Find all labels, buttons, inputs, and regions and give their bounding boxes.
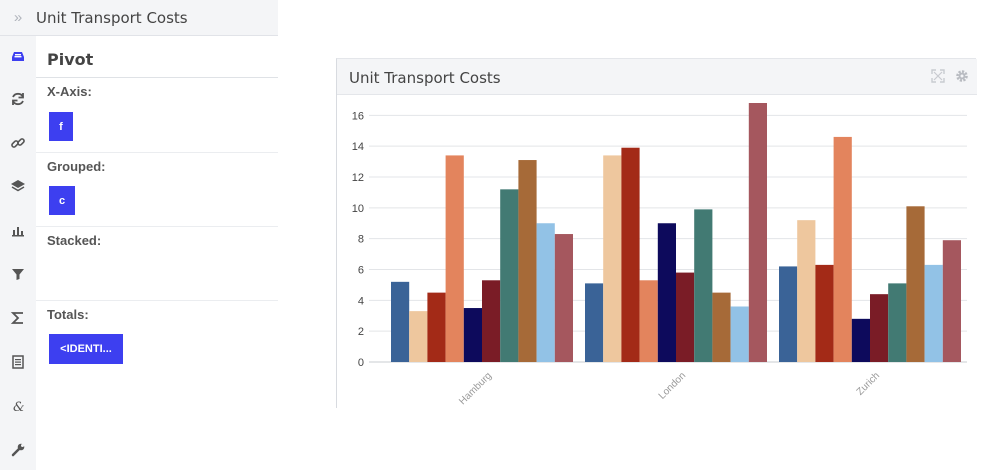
pivot-panel: Pivot X-Axis: f Grouped: c Stacked: Tota… <box>36 36 278 470</box>
y-tick-label: 2 <box>358 326 364 338</box>
y-tick-label: 6 <box>358 265 364 277</box>
bar <box>427 292 446 362</box>
app-title: Unit Transport Costs <box>36 8 188 27</box>
fullscreen-icon[interactable] <box>931 69 945 88</box>
layers-icon[interactable] <box>0 174 36 198</box>
gear-icon[interactable] <box>955 69 969 88</box>
bar <box>888 283 907 362</box>
bar-chart: 0 2 4 6 8 10 12 14 16 Hamburg London Zurich <box>352 103 967 407</box>
bar <box>924 264 943 362</box>
bar <box>518 160 537 362</box>
bar <box>409 311 428 362</box>
bar <box>712 292 731 362</box>
bar <box>585 283 604 362</box>
grouped-chip[interactable]: c <box>49 186 75 215</box>
divider <box>36 77 278 78</box>
pivot-title: Pivot <box>47 50 94 69</box>
stacked-section[interactable]: Stacked: <box>36 227 278 301</box>
inbox-tray-icon[interactable] <box>0 44 36 68</box>
bar <box>657 223 676 362</box>
y-tick-label: 4 <box>358 295 364 307</box>
x-tick-label: Hamburg <box>457 370 494 407</box>
bar <box>500 189 519 362</box>
bar <box>463 308 482 362</box>
document-icon[interactable] <box>0 350 36 374</box>
bar <box>621 147 640 362</box>
y-tick-label: 16 <box>352 110 364 122</box>
chart-card-header: Unit Transport Costs <box>337 59 977 95</box>
sidebar-icon-bar: & <box>0 36 36 470</box>
x-tick-label: London <box>657 370 688 401</box>
expand-chevrons-icon[interactable]: » <box>13 9 23 26</box>
totals-label: Totals: <box>47 307 89 322</box>
bar <box>815 264 834 362</box>
filter-icon[interactable] <box>0 262 36 286</box>
bar <box>536 223 555 362</box>
bar <box>730 306 749 362</box>
bar <box>870 294 889 362</box>
bar-chart-icon[interactable] <box>0 218 36 242</box>
bar <box>603 155 622 362</box>
y-tick-label: 14 <box>352 141 364 153</box>
bar <box>748 103 767 362</box>
bar <box>779 266 798 362</box>
ampersand-icon[interactable]: & <box>0 394 36 418</box>
bar <box>906 206 925 362</box>
x-axis-section: X-Axis: f <box>36 78 278 153</box>
bar <box>942 240 961 362</box>
bar <box>554 234 573 362</box>
y-tick-label: 12 <box>352 172 364 184</box>
x-axis-label: X-Axis: <box>47 84 92 99</box>
grouped-label: Grouped: <box>47 159 106 174</box>
grouped-section: Grouped: c <box>36 153 278 227</box>
y-tick-label: 0 <box>358 357 364 369</box>
chart-title: Unit Transport Costs <box>349 69 501 87</box>
bar <box>391 281 410 362</box>
bar <box>833 136 852 362</box>
bar <box>694 209 713 362</box>
bar <box>445 155 464 362</box>
link-icon[interactable] <box>0 131 36 155</box>
totals-section: Totals: <IDENTI... <box>36 301 278 381</box>
chart-card: Unit Transport Costs 0 2 4 6 8 10 12 14 16 Hambur… <box>336 58 977 408</box>
bar <box>851 318 870 362</box>
svg-text:&: & <box>13 400 25 414</box>
x-axis-chip[interactable]: f <box>49 112 73 141</box>
refresh-icon[interactable] <box>0 87 36 111</box>
wrench-icon[interactable] <box>0 438 36 462</box>
bar <box>676 272 695 362</box>
totals-chip[interactable]: <IDENTI... <box>49 334 123 364</box>
x-tick-label: Zurich <box>855 370 882 397</box>
bar <box>639 280 658 362</box>
bar <box>797 220 816 362</box>
top-bar: » Unit Transport Costs <box>0 0 278 36</box>
bar <box>482 280 501 362</box>
stacked-label: Stacked: <box>47 233 102 248</box>
y-tick-label: 8 <box>358 234 364 246</box>
sigma-icon[interactable] <box>0 306 36 330</box>
y-tick-label: 10 <box>352 203 364 215</box>
